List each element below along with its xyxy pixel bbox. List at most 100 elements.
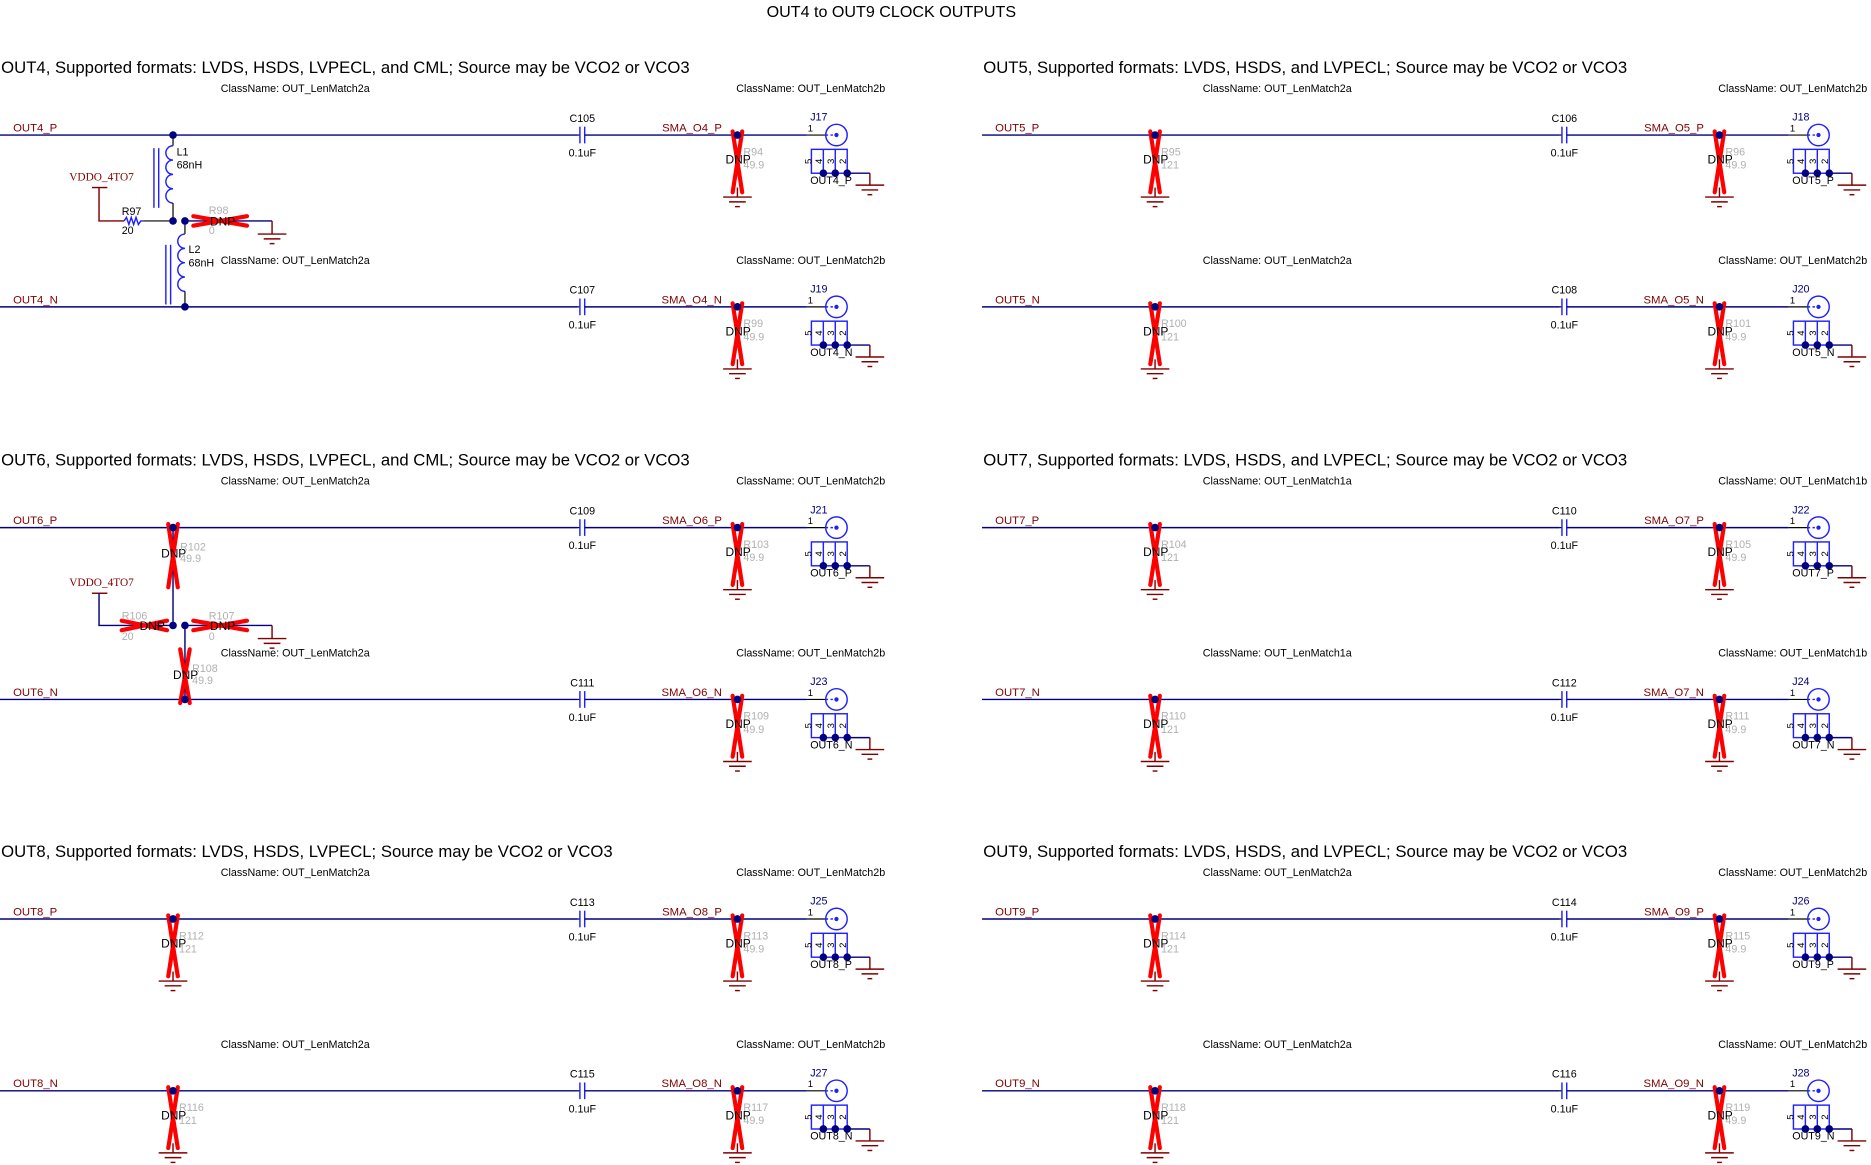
resistor-ref: R101 — [1725, 318, 1751, 330]
dnp-cross-mark — [166, 913, 180, 979]
dnp-cross-line — [1148, 521, 1162, 587]
resistor-ref: R94 — [743, 146, 763, 158]
ground-symbol — [723, 1152, 752, 1164]
junction-dot — [169, 915, 177, 923]
pin-number: 1 — [808, 907, 813, 918]
junction-dot — [169, 217, 177, 225]
pin-number: 1 — [808, 516, 813, 527]
sma-net-label: SMA_O7_N — [1643, 687, 1703, 699]
net-label: OUT7_N — [995, 687, 1040, 699]
ground-symbol — [855, 968, 885, 980]
dnp-label: DNP — [1708, 545, 1733, 559]
resistor-ref: R108 — [192, 663, 218, 675]
sma-net-label: SMA_O5_P — [1644, 122, 1704, 134]
capacitor-value: 0.1uF — [1551, 540, 1579, 552]
dnp-cross-line — [1712, 301, 1727, 367]
junction-dot — [819, 341, 828, 349]
resistor-value: 49.9 — [743, 552, 764, 564]
pin-number: 5 — [1785, 551, 1796, 556]
sma-net-label: SMA_O9_N — [1643, 1078, 1703, 1090]
resistor-ref: R113 — [743, 930, 768, 942]
dnp-cross-line — [1712, 129, 1727, 195]
pin-number: 3 — [1808, 330, 1819, 335]
ground-symbol — [1705, 1152, 1734, 1164]
inductor-coil — [165, 145, 174, 204]
dnp-cross-line — [730, 129, 745, 195]
capacitor-ref: C111 — [570, 677, 594, 689]
resistor-value: 49.9 — [1725, 724, 1746, 736]
connector-body — [1792, 320, 1830, 346]
resistor-value: 121 — [1161, 159, 1179, 171]
ground-symbol — [1705, 196, 1734, 208]
sma-net-label: SMA_O6_P — [662, 515, 722, 527]
dnp-cross-mark — [1712, 913, 1727, 979]
net-class-label: ClassName: OUT_LenMatch2b — [736, 1039, 885, 1051]
junction-dot — [1801, 561, 1810, 570]
pin-number: 2 — [1820, 943, 1831, 948]
connector-ref: J17 — [810, 112, 827, 124]
power-net-label: VDDO_4TO7 — [69, 577, 134, 589]
junction-dot — [1151, 915, 1159, 923]
net-class-label: ClassName: OUT_LenMatch2b — [736, 83, 885, 95]
dnp-cross-line — [1148, 1085, 1162, 1151]
dnp-label: DNP — [725, 1108, 750, 1122]
capacitor-ref: C114 — [1552, 897, 1577, 909]
dnp-cross-mark — [1148, 1085, 1162, 1151]
net-label: OUT6_P — [13, 515, 57, 527]
sma-net-label: SMA_O8_P — [662, 906, 722, 918]
pin-number: 3 — [826, 1114, 837, 1119]
junction-dot — [1813, 561, 1822, 570]
resistor-ref: R96 — [1725, 146, 1745, 158]
junction-dot — [181, 695, 189, 704]
ground-symbol — [1837, 577, 1867, 588]
net-label: OUT5_N — [995, 294, 1040, 306]
dnp-cross-line — [166, 913, 180, 979]
ground-symbol — [1837, 356, 1867, 368]
junction-dot — [1801, 341, 1810, 349]
capacitor: C109 0.1uF — [569, 505, 597, 552]
connector-ref: J28 — [1792, 1068, 1809, 1080]
ground-symbol — [1705, 368, 1734, 380]
pin-number: 3 — [826, 723, 837, 728]
dnp-cross-mark — [1712, 693, 1727, 759]
junction-dot — [169, 523, 177, 532]
net-label: OUT4_N — [13, 294, 58, 306]
capacitor-value: 0.1uF — [569, 712, 597, 724]
net-label: OUT7_P — [995, 515, 1039, 527]
ground-symbol — [723, 588, 752, 600]
junction-dot — [819, 733, 828, 742]
capacitor: C108 0.1uF — [1551, 285, 1579, 332]
connector-ref: J19 — [810, 284, 827, 296]
section-title: OUT7, Supported formats: LVDS, HSDS, and… — [983, 451, 1627, 470]
ground-symbol — [1837, 1140, 1867, 1152]
pin-number: 1 — [808, 295, 813, 306]
resistor-ref: R111 — [1725, 711, 1749, 723]
signal-path-p: OUT7_PC1100.1uFSMA_O7_PR104121DNPR10549.… — [982, 504, 1867, 600]
pin-number: 1 — [1790, 688, 1795, 699]
dnp-cross-line — [1712, 693, 1727, 759]
resistor-value: 49.9 — [1725, 159, 1746, 171]
pin-number: 2 — [838, 723, 849, 728]
connector-label: OUT7_P — [1792, 568, 1834, 580]
ground-symbol — [1140, 760, 1170, 772]
dnp-cross-mark — [730, 1085, 745, 1151]
net-class-label: ClassName: OUT_LenMatch2a — [221, 255, 370, 267]
junction-dot — [1813, 341, 1822, 349]
dnp-cross-line — [191, 618, 250, 633]
resistor-ref: R109 — [743, 711, 769, 723]
dnp-cross-line — [1712, 1085, 1727, 1151]
dnp-label: DNP — [140, 619, 165, 633]
net-class-label: ClassName: OUT_LenMatch2b — [736, 255, 885, 267]
junction-dot — [831, 341, 840, 349]
net-label: OUT8_P — [13, 906, 57, 918]
ground-symbol — [257, 637, 287, 649]
pin-number: 2 — [838, 551, 849, 556]
